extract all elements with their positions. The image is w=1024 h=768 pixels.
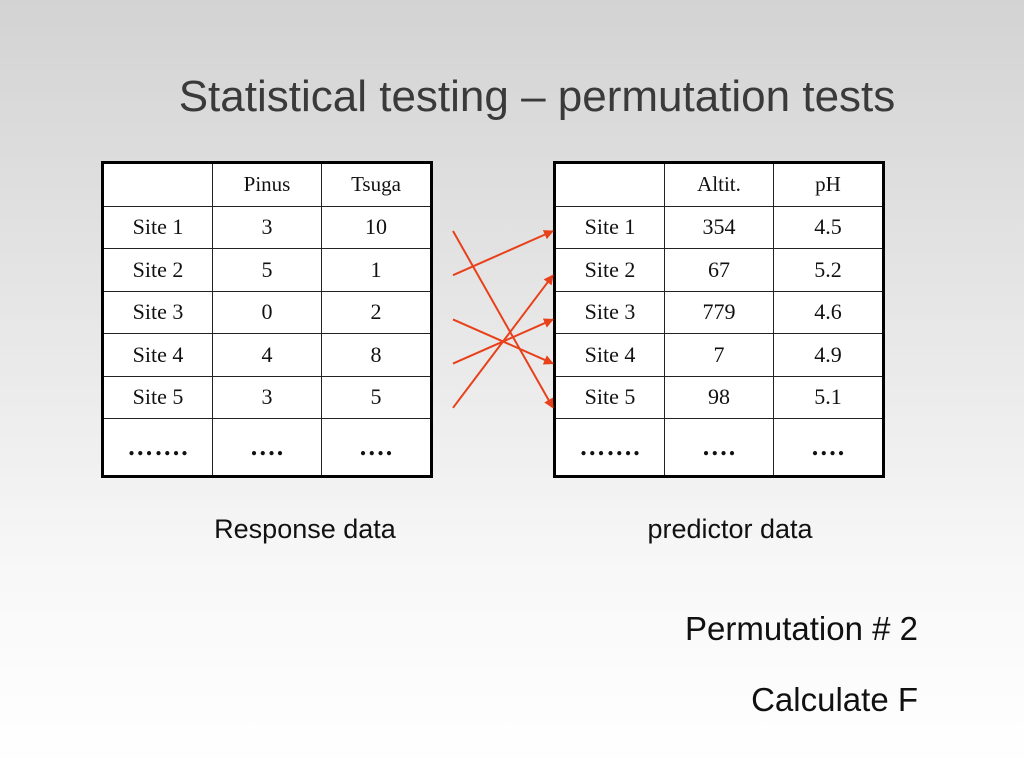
table-cell: Site 3 — [554, 290, 665, 334]
predictor-data-table: Altit. pH Site 1 354 4.5 Site 2 67 5.2 S… — [553, 161, 885, 478]
table-cell: 4.6 — [773, 290, 884, 334]
table-row: Site 4 7 4.9 — [554, 333, 884, 377]
predictor-data-caption: predictor data — [647, 514, 813, 544]
table-row: Site 3 779 4.6 — [554, 290, 884, 334]
table-cell: 354 — [664, 205, 774, 249]
permutation-arrow — [452, 274, 554, 409]
table-cell: Site 2 — [554, 248, 665, 292]
table-cell: 67 — [664, 248, 774, 292]
table-cell: 4 — [212, 333, 322, 377]
table-cell: 4.5 — [773, 205, 884, 249]
table-row: Site 2 67 5.2 — [554, 248, 884, 292]
table-cell: …. — [664, 418, 774, 477]
table-cell: 7 — [664, 333, 774, 377]
table-cell: 5 — [212, 248, 322, 292]
table-cell: 5 — [321, 375, 432, 419]
table-header-row: Pinus Tsuga — [102, 162, 432, 207]
table-cell: Site 3 — [102, 290, 213, 334]
permutation-arrow — [452, 230, 554, 277]
table-cell: ……. — [554, 418, 665, 477]
table-row: Site 5 98 5.1 — [554, 375, 884, 419]
table-row: Site 5 3 5 — [102, 375, 432, 419]
table-header-cell: Tsuga — [321, 162, 432, 207]
table-cell: 1 — [321, 248, 432, 292]
table-row: Site 1 3 10 — [102, 205, 432, 249]
table-cell: 779 — [664, 290, 774, 334]
table-cell: 3 — [212, 375, 322, 419]
table-row: Site 3 0 2 — [102, 290, 432, 334]
table-cell: 8 — [321, 333, 432, 377]
table-row: Site 1 354 4.5 — [554, 205, 884, 249]
table-cell: …. — [773, 418, 884, 477]
table-row-ellipsis: ……. …. …. — [554, 418, 884, 477]
table-cell: Site 5 — [554, 375, 665, 419]
table-header-cell: pH — [773, 162, 884, 207]
table-header-cell — [554, 162, 665, 207]
table-cell: Site 1 — [554, 205, 665, 249]
table-cell: ……. — [102, 418, 213, 477]
permutation-arrow — [452, 318, 554, 365]
permutation-arrow — [452, 318, 554, 365]
response-data-table: Pinus Tsuga Site 1 3 10 Site 2 5 1 Site … — [101, 161, 433, 478]
table-cell: 3 — [212, 205, 322, 249]
permutation-number-label: Permutation # 2 — [685, 610, 918, 647]
table-cell: 2 — [321, 290, 432, 334]
table-cell: Site 5 — [102, 375, 213, 419]
table-cell: 10 — [321, 205, 432, 249]
table-header-cell: Altit. — [664, 162, 774, 207]
table-header-cell: Pinus — [212, 162, 322, 207]
response-data-caption: Response data — [214, 514, 396, 544]
table-cell: …. — [212, 418, 322, 477]
table-cell: Site 2 — [102, 248, 213, 292]
slide-title: Statistical testing – permutation tests — [178, 72, 896, 121]
table-cell: 98 — [664, 375, 774, 419]
table-row: Site 4 4 8 — [102, 333, 432, 377]
table-header-row: Altit. pH — [554, 162, 884, 207]
table-cell: Site 4 — [554, 333, 665, 377]
table-cell: 0 — [212, 290, 322, 334]
table-row-ellipsis: ……. …. …. — [102, 418, 432, 477]
table-header-cell — [102, 162, 213, 207]
table-cell: 5.1 — [773, 375, 884, 419]
table-cell: …. — [321, 418, 432, 477]
table-cell: 4.9 — [773, 333, 884, 377]
table-row: Site 2 5 1 — [102, 248, 432, 292]
permutation-arrow — [452, 230, 554, 409]
table-cell: 5.2 — [773, 248, 884, 292]
calculate-f-label: Calculate F — [751, 681, 918, 718]
table-cell: Site 4 — [102, 333, 213, 377]
table-cell: Site 1 — [102, 205, 213, 249]
